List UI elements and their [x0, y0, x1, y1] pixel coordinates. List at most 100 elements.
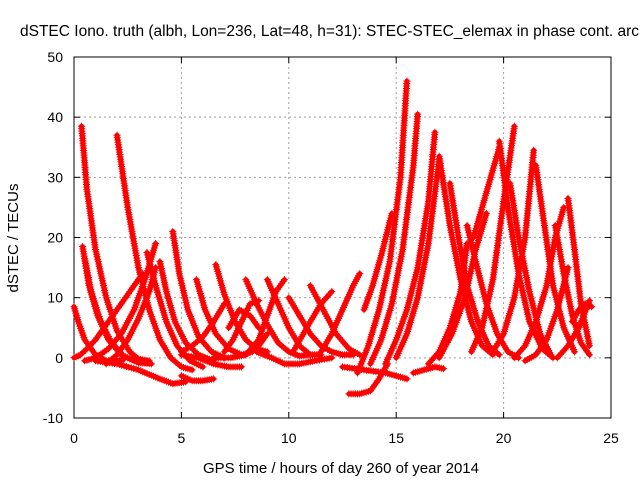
data-point [533, 349, 541, 357]
data-point [188, 366, 196, 374]
data-point [414, 110, 422, 118]
data-point [190, 346, 198, 354]
data-point [85, 343, 93, 351]
data-point [101, 347, 109, 355]
data-point [309, 333, 317, 341]
data-point [278, 342, 286, 350]
data-point [244, 349, 251, 357]
data-arc [470, 143, 503, 241]
data-point [356, 270, 364, 278]
x-tick-label: 0 [70, 430, 78, 446]
data-point [320, 296, 328, 304]
x-tick-label: 20 [496, 430, 512, 446]
data-point [578, 303, 586, 311]
data-series [70, 77, 596, 398]
data-point [403, 77, 411, 85]
data-point [97, 350, 105, 358]
x-axis-label: GPS time / hours of day 260 of year 2014 [203, 460, 479, 477]
data-point [102, 360, 110, 368]
data-point [90, 338, 98, 346]
data-point [494, 349, 501, 357]
data-point [560, 203, 568, 211]
data-arc [568, 300, 596, 326]
data-point [326, 289, 334, 297]
data-point [510, 122, 518, 130]
data-point [308, 332, 316, 339]
data-point [191, 348, 199, 356]
data-point [424, 360, 432, 368]
data-point [518, 345, 526, 353]
data-point [588, 303, 596, 311]
data-point [86, 341, 94, 349]
data-point [575, 306, 583, 314]
data-point [563, 344, 570, 351]
data-point [212, 330, 220, 338]
data-point [301, 346, 309, 354]
x-tick-label: 25 [603, 430, 619, 446]
data-point [540, 340, 548, 347]
data-arc [113, 131, 196, 374]
data-arc [354, 77, 411, 377]
data-point [586, 351, 594, 359]
data-arc [306, 282, 364, 359]
data-point [322, 295, 330, 302]
data-point [328, 288, 336, 296]
data-point [281, 345, 289, 353]
data-arc [339, 363, 411, 383]
data-point [559, 347, 567, 355]
tick-labels: 0 5 10 15 20 25 -10 0 10 20 30 40 50 [43, 49, 619, 446]
data-point [203, 327, 211, 335]
data-point [195, 336, 203, 344]
data-point [89, 347, 97, 355]
data-point [81, 346, 89, 354]
y-tick-label: 20 [47, 230, 63, 246]
y-tick-label: 10 [47, 290, 63, 306]
y-tick-label: 0 [55, 350, 63, 366]
data-point [306, 330, 314, 338]
data-arc [78, 122, 153, 365]
y-tick-label: 40 [47, 109, 63, 125]
data-point [431, 128, 439, 136]
data-point [517, 347, 524, 355]
data-point [325, 291, 333, 299]
data-point [429, 355, 437, 363]
data-point [403, 375, 411, 383]
data-point [311, 335, 319, 343]
data-point [190, 340, 198, 348]
data-point [576, 304, 584, 312]
data-point [274, 339, 282, 347]
data-point [323, 293, 331, 301]
data-arc [446, 179, 503, 359]
data-point [76, 351, 84, 359]
data-point [95, 351, 103, 359]
data-point [114, 349, 122, 357]
data-point [192, 339, 200, 347]
data-point [478, 342, 486, 350]
data-point [586, 342, 594, 350]
data-point [279, 343, 287, 351]
data-arc [409, 363, 447, 377]
data-point [116, 332, 124, 340]
data-point [482, 209, 490, 217]
data-point [485, 342, 493, 350]
data-point [109, 354, 117, 362]
data-point [495, 351, 503, 359]
data-arc [242, 276, 314, 360]
data-point [340, 339, 348, 347]
data-point [316, 340, 323, 348]
data-arc [102, 264, 160, 368]
data-point [480, 343, 488, 351]
data-point [328, 354, 336, 362]
data-point [570, 348, 578, 356]
data-point [332, 330, 340, 338]
data-point [555, 352, 563, 360]
data-point [126, 348, 134, 356]
data-point [197, 334, 205, 342]
data-point [174, 360, 182, 368]
data-point [147, 360, 155, 368]
data-arc [366, 110, 422, 368]
data-arc [564, 194, 594, 350]
data-arc [532, 161, 578, 356]
